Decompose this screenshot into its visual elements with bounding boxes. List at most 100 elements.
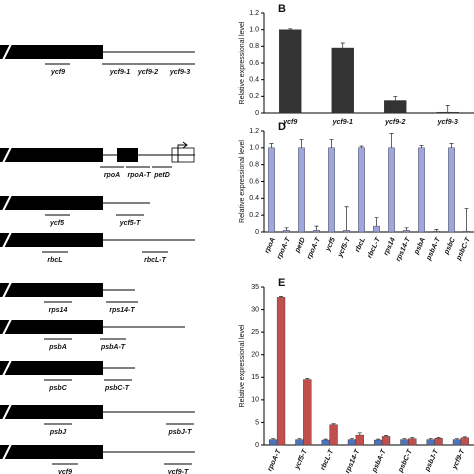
bar <box>463 230 470 233</box>
error-bar <box>384 435 389 437</box>
error-bar <box>436 436 441 439</box>
y-tick-label: 0.8 <box>249 43 259 50</box>
error-bar <box>269 143 274 148</box>
error-bar <box>323 438 328 441</box>
error-bar <box>464 208 469 232</box>
x-tick-label: psbA-T <box>371 448 388 474</box>
y-tick-label: 10 <box>251 397 259 404</box>
y-tick-label: 1.0 <box>249 27 259 34</box>
y-tick-label: 0.8 <box>249 162 259 169</box>
error-bar <box>402 438 407 440</box>
y-tick-label: 15 <box>251 374 259 381</box>
x-tick-label: ycf9 <box>282 119 297 126</box>
y-tick-label: 5 <box>255 419 259 426</box>
y-tick-label: 0.2 <box>249 212 259 219</box>
bar <box>358 147 365 233</box>
gene-label: rbcL <box>47 257 62 264</box>
error-bar <box>279 296 284 298</box>
y-tick-label: 0.6 <box>249 178 259 185</box>
gene-block <box>0 283 103 297</box>
gene-label: ycf5-T <box>119 220 141 227</box>
gene-block <box>0 320 103 334</box>
x-tick-label: petD <box>294 237 307 255</box>
error-bar <box>344 206 349 231</box>
bar <box>384 100 407 114</box>
x-tick-label: rps14 <box>383 237 397 257</box>
x-tick-label: ycf9-1 <box>332 119 353 126</box>
break-mark <box>2 231 12 249</box>
y-tick-label: 25 <box>251 329 259 336</box>
y-tick-label: 1.0 <box>249 145 259 152</box>
bar <box>418 147 425 233</box>
gene-label: ycf9-2 <box>137 69 158 76</box>
break-mark <box>2 281 12 299</box>
x-tick-label: ycf5-T <box>293 448 309 471</box>
break-mark <box>2 146 12 164</box>
bar <box>276 297 286 446</box>
bar <box>460 437 469 446</box>
error-bar <box>393 95 398 101</box>
y-tick-label: 20 <box>251 352 259 359</box>
x-tick-label: ycf5-T <box>337 236 353 259</box>
bar <box>388 147 395 233</box>
gene-block <box>0 233 103 247</box>
x-tick-label: psbA-T <box>425 236 442 262</box>
error-bar <box>288 28 293 30</box>
bar <box>347 439 357 446</box>
y-tick-label: 0.4 <box>249 195 259 202</box>
gene-label: rpoA-T <box>128 172 152 179</box>
error-bar <box>305 378 310 380</box>
gene-label: rpoA <box>104 172 120 179</box>
error-bar <box>404 227 409 231</box>
gene-label: ycf9-1 <box>109 69 130 76</box>
x-tick-label: ycf9-T <box>451 448 467 471</box>
error-bar <box>314 225 319 231</box>
bar <box>448 147 455 233</box>
bar <box>374 439 383 446</box>
error-bar <box>410 437 415 439</box>
y-tick-label: 0 <box>255 442 259 449</box>
panel-label: D <box>278 121 286 133</box>
y-axis-title: Relative expressional level <box>239 140 246 223</box>
error-bar <box>434 229 439 232</box>
error-bar <box>462 436 467 438</box>
panel-label: E <box>278 277 285 289</box>
error-bar <box>454 438 459 440</box>
y-tick-label: 1.2 <box>249 128 259 135</box>
error-bar <box>449 143 454 148</box>
gene-block <box>0 445 103 459</box>
bar <box>343 230 350 233</box>
x-tick-label: rpoA-T <box>276 236 292 260</box>
y-tick-label: 0.2 <box>249 93 259 100</box>
bar <box>434 438 443 446</box>
error-bar <box>376 438 381 441</box>
y-tick-label: 30 <box>251 306 259 313</box>
bar <box>298 147 305 233</box>
bar <box>328 147 335 233</box>
error-bar <box>340 42 345 48</box>
x-tick-label: ycf9-3 <box>437 119 458 126</box>
error-bar <box>349 438 354 440</box>
error-bar <box>331 423 336 425</box>
bar <box>303 379 312 446</box>
x-tick-label: rpoA <box>264 237 277 255</box>
x-tick-label: psbC <box>443 236 458 257</box>
panel-label: B <box>278 3 286 15</box>
bar <box>313 230 320 233</box>
y-tick-label: 1.2 <box>249 10 259 17</box>
error-bar <box>297 438 302 440</box>
gene-label: psbA-T <box>100 344 126 351</box>
y-tick-label: 0 <box>255 229 259 236</box>
x-tick-label: rpoA-T <box>267 448 283 472</box>
y-tick-label: 35 <box>251 284 259 291</box>
bar <box>433 230 440 233</box>
x-tick-label: rbcL-T <box>366 236 382 259</box>
bar <box>400 439 409 446</box>
break-mark <box>2 443 12 461</box>
x-tick-label: rbcL <box>354 237 367 254</box>
x-tick-label: rpoA-T <box>306 236 322 260</box>
bar <box>408 438 417 446</box>
break-mark <box>2 43 12 61</box>
bar <box>295 439 304 446</box>
